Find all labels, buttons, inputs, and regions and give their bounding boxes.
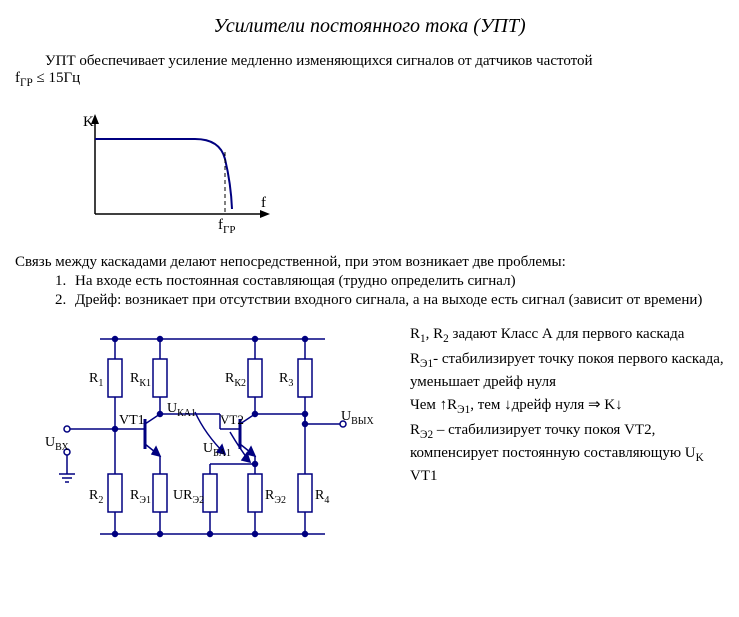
intro-f-sub: ГР [20,77,33,89]
connection-text: Связь между каскадами делают непосредств… [15,254,724,271]
notes-column: R1, R2 задают Класс А для первого каскад… [385,324,724,488]
svg-text:VT2: VT2 [220,412,244,427]
note-4: RЭ2 – стабилизирует точку покоя VT2, ком… [410,420,724,487]
response-chart: K f fГР [65,104,724,239]
svg-text:R4: R4 [315,488,329,506]
svg-text:UБА1: UБА1 [203,441,231,459]
svg-text:UКА1: UКА1 [167,401,196,419]
note-2: RЭ1- стабилизирует точку покоя первого к… [410,349,724,392]
svg-text:R1: R1 [89,371,103,389]
svg-text:RЭ2: RЭ2 [265,488,286,506]
svg-text:R3: R3 [279,371,293,389]
intro-rest: ≤ 15Гц [33,70,80,86]
svg-text:URЭ2: URЭ2 [173,488,204,506]
svg-text:R2: R2 [89,488,103,506]
svg-text:RЭ1: RЭ1 [130,488,151,506]
note-1: R1, R2 задают Класс А для первого каскад… [410,324,724,347]
svg-text:RК2: RК2 [225,371,246,389]
chart-y-label: K [83,114,94,130]
chart-x-label: f [261,195,266,211]
problems-list: На входе есть постоянная составляющая (т… [15,273,724,309]
svg-text:VT1: VT1 [119,413,145,428]
circuit-schematic: R1 RК1 RК2 R3 R2 RЭ1 URЭ2 RЭ2 R4 VT1 VT2… [45,324,385,554]
intro-line1: УПТ обеспечивает усиление медленно измен… [45,53,593,69]
svg-text:fГР: fГР [218,217,235,234]
svg-text:RК1: RК1 [130,371,151,389]
chart-cutoff-sub: ГР [223,224,235,234]
problem-item-2: Дрейф: возникает при отсутствии входного… [70,292,724,309]
svg-text:UВХ: UВХ [45,435,70,453]
page-title: Усилители постоянного тока (УПТ) [15,15,724,38]
problem-item-1: На входе есть постоянная составляющая (т… [70,273,724,290]
intro-paragraph: УПТ обеспечивает усиление медленно измен… [15,53,724,89]
note-3: Чем ↑RЭ1, тем ↓дрейф нуля ⇒ K↓ [410,395,724,418]
